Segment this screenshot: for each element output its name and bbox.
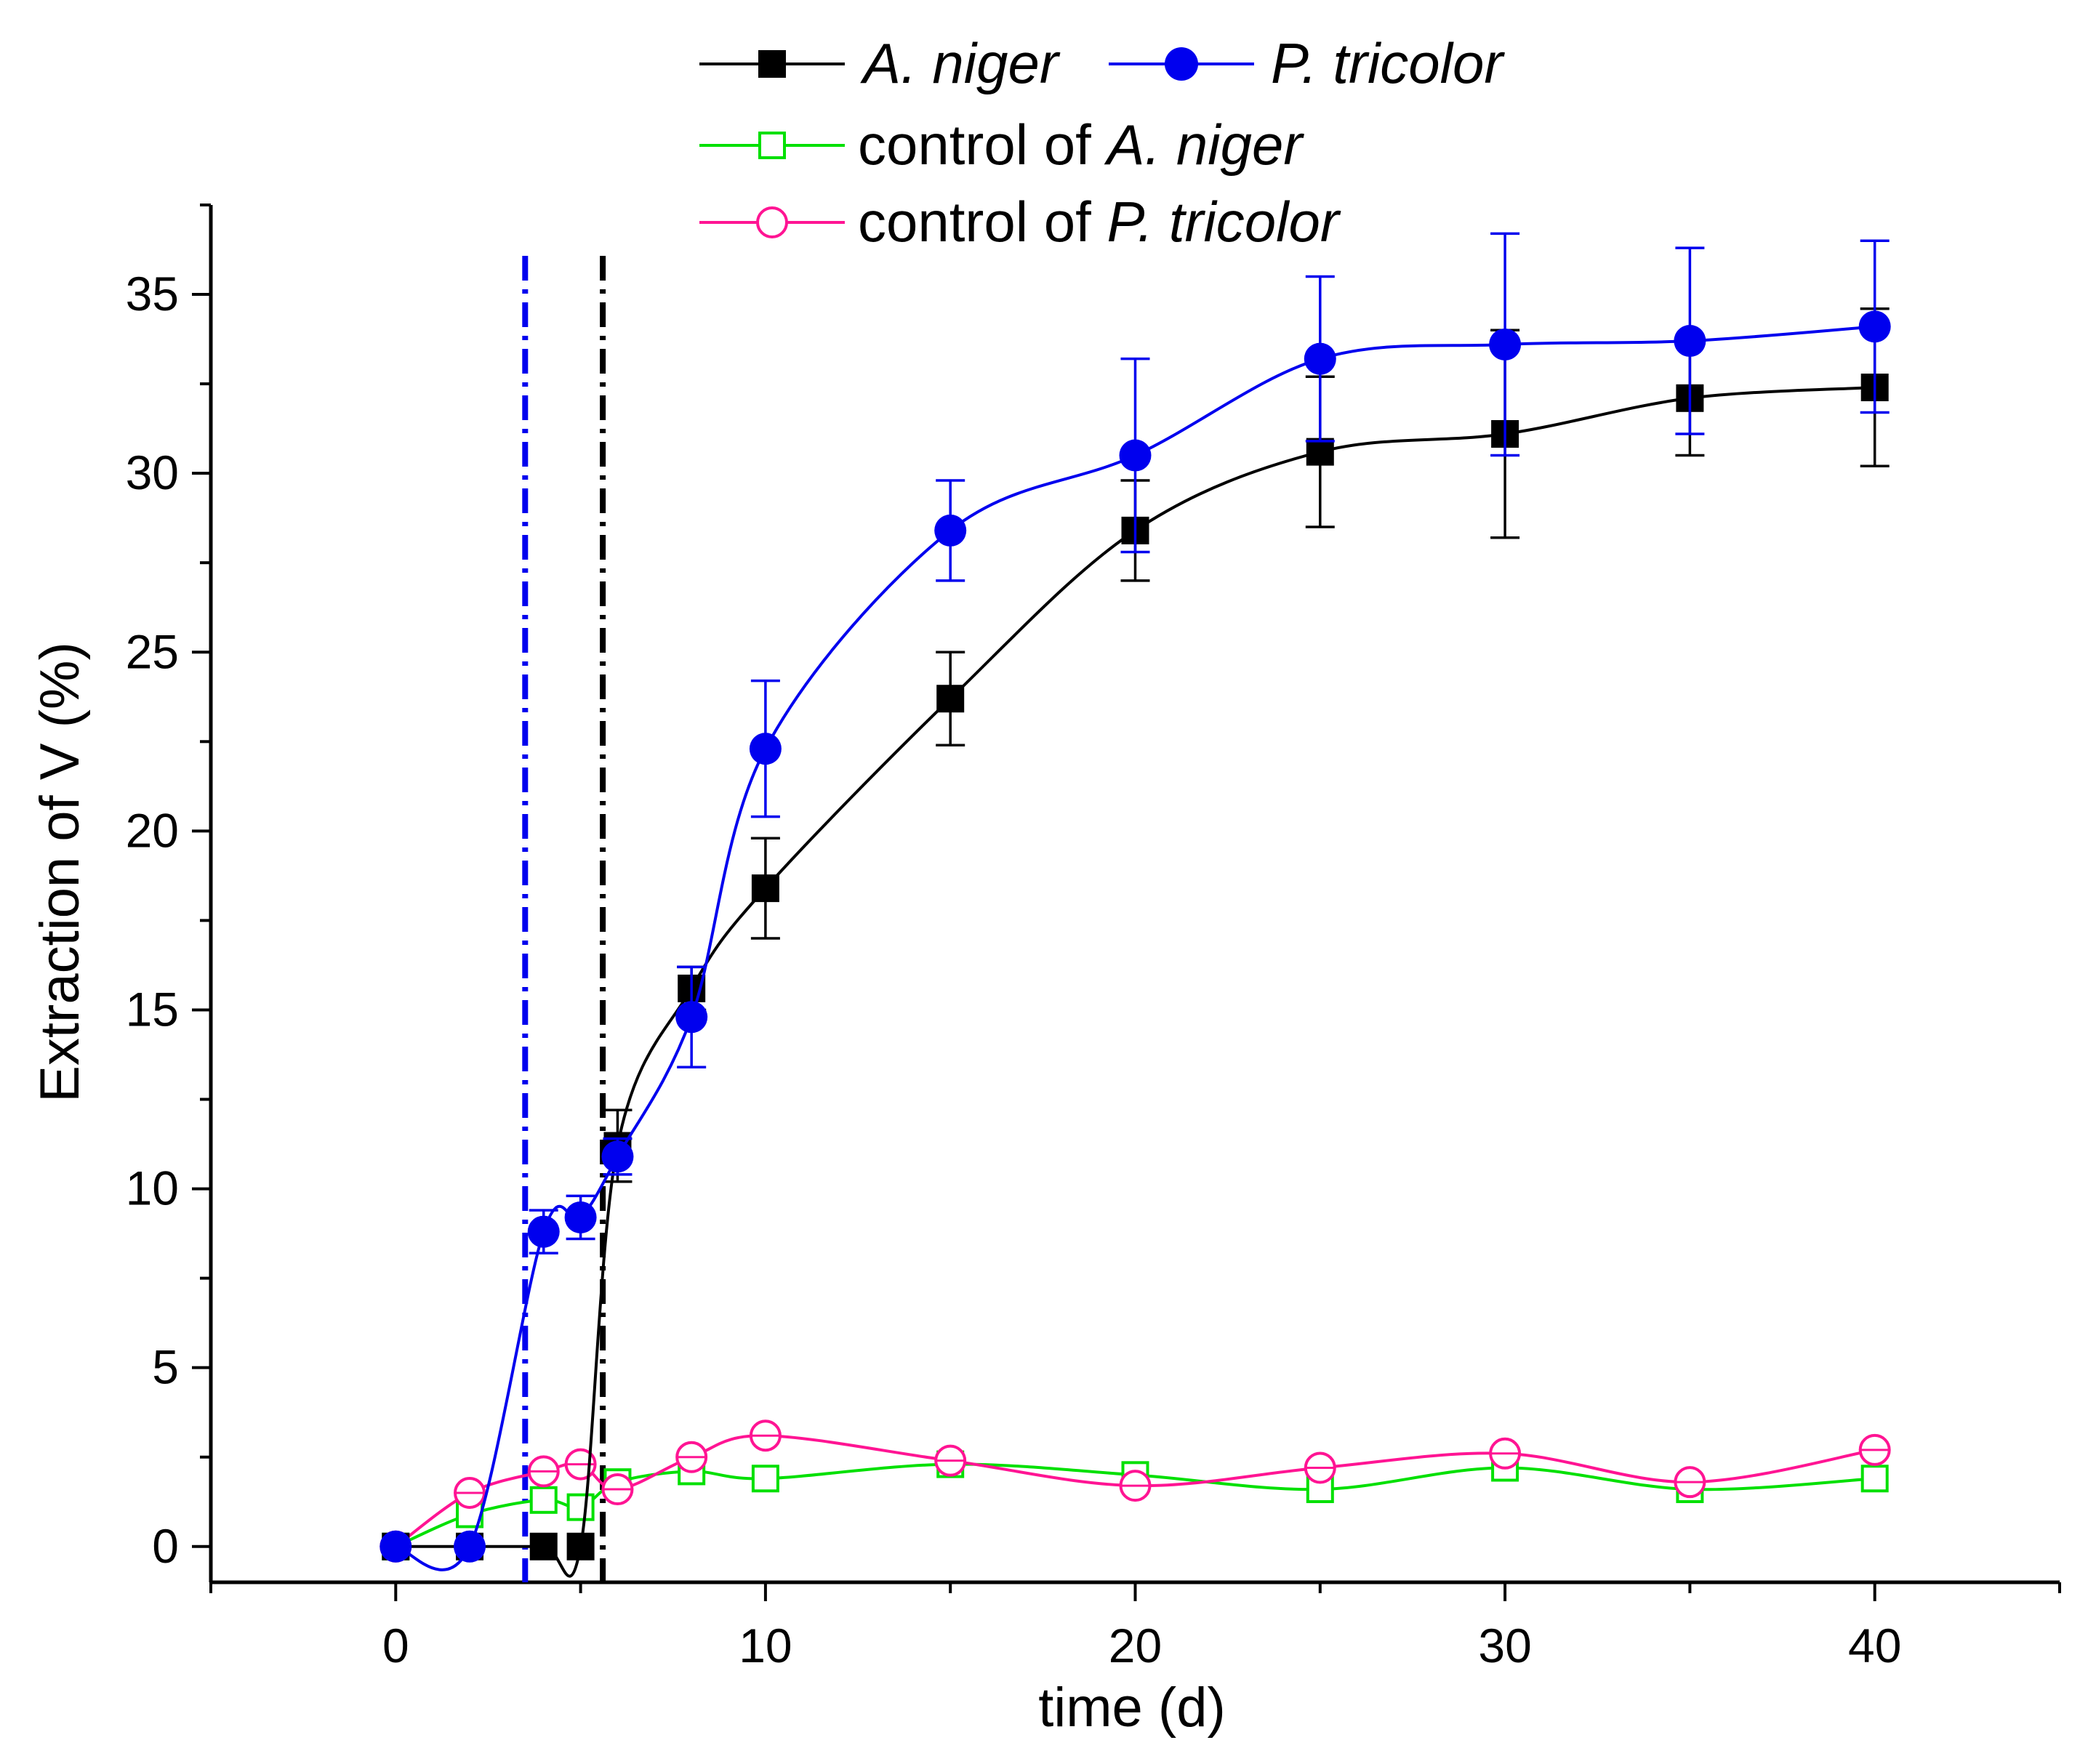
legend-label-control-a-niger: A. niger (1104, 113, 1305, 177)
data-point (1304, 342, 1336, 375)
data-point (1858, 310, 1891, 343)
data-point (527, 1215, 560, 1248)
data-point (1306, 438, 1334, 466)
svg-text:A. niger: A. niger (860, 31, 1061, 95)
legend-entry-a-niger: A. niger (699, 31, 1061, 95)
data-point (380, 1530, 412, 1563)
data-point (601, 1140, 634, 1173)
data-point (751, 1465, 779, 1493)
legend-prefix-control-p-tricolor: control of (858, 190, 1107, 254)
x-axis-title: time (d) (1038, 1677, 1226, 1739)
y-tick-label: 5 (152, 1340, 179, 1394)
data-point (749, 1419, 782, 1452)
y-tick-label: 20 (126, 803, 179, 857)
x-tick-label: 30 (1478, 1619, 1531, 1672)
data-point (934, 514, 967, 547)
y-tick-label: 30 (126, 446, 179, 499)
legend-prefix-control-a-niger: control of (858, 113, 1107, 177)
legend-label-control-p-tricolor: P. tricolor (1107, 190, 1341, 254)
data-point (1304, 1451, 1336, 1484)
data-point (527, 1455, 560, 1488)
data-point (566, 1532, 595, 1560)
data-point (1860, 1465, 1889, 1493)
data-point (1674, 1466, 1706, 1499)
x-tick-label: 0 (382, 1619, 409, 1672)
svg-text:P. tricolor: P. tricolor (1271, 31, 1505, 95)
legend-label-a-niger: A. niger (860, 31, 1061, 95)
data-point (1489, 328, 1522, 361)
legend-marker-control-a-niger (758, 132, 786, 159)
data-point (454, 1530, 486, 1563)
legend-label-p-tricolor: P. tricolor (1271, 31, 1505, 95)
data-point (529, 1532, 558, 1560)
series-p-tricolor (380, 232, 1891, 1571)
y-tick-label: 15 (126, 982, 179, 1036)
plot-area (380, 232, 1891, 1578)
svg-text:control of A. niger: control of A. niger (858, 113, 1304, 177)
data-point (454, 1476, 486, 1509)
data-point (1119, 1470, 1152, 1502)
y-tick-label: 35 (126, 267, 179, 321)
data-point (675, 1441, 708, 1473)
data-point (749, 733, 782, 765)
x-tick-label: 10 (739, 1619, 792, 1672)
legend-entry-control-a-niger: control of A. niger (699, 113, 1304, 177)
data-point (601, 1473, 634, 1506)
data-point (751, 874, 779, 903)
data-point (934, 1444, 967, 1477)
x-tick-label: 20 (1109, 1619, 1162, 1672)
data-point (675, 1001, 708, 1034)
x-tick-label: 40 (1848, 1619, 1901, 1672)
data-point (1858, 1433, 1891, 1466)
x-axis-ticks: 0 10 20 30 40 (209, 1582, 2061, 1672)
data-point (564, 1201, 597, 1233)
data-point (1674, 325, 1706, 358)
series-control-of-p-tricolor (380, 1419, 1891, 1563)
legend-entry-control-p-tricolor: control of P. tricolor (699, 190, 1341, 254)
y-tick-label: 0 (152, 1519, 179, 1573)
legend-marker-control-p-tricolor (756, 206, 788, 238)
data-point (529, 1486, 558, 1514)
legend: A. niger P. tricolor control of A. niger… (699, 31, 1505, 254)
vertical-reference-lines (522, 256, 606, 1582)
data-point (1489, 1437, 1522, 1470)
svg-text:control of P. tricolor: control of P. tricolor (858, 190, 1341, 254)
data-point (1119, 439, 1152, 472)
legend-entry-p-tricolor: P. tricolor (1109, 31, 1505, 95)
data-point (936, 685, 965, 713)
data-point (566, 1493, 595, 1521)
y-tick-label: 10 (126, 1161, 179, 1215)
legend-marker-a-niger (758, 50, 786, 78)
series-control-of-a-niger (382, 1450, 1889, 1560)
legend-marker-p-tricolor (1165, 47, 1198, 81)
y-axis-title: Extraction of V (%) (29, 642, 91, 1103)
y-axis-ticks: 0 5 10 15 20 25 30 35 (126, 204, 211, 1573)
y-tick-label: 25 (126, 624, 179, 678)
